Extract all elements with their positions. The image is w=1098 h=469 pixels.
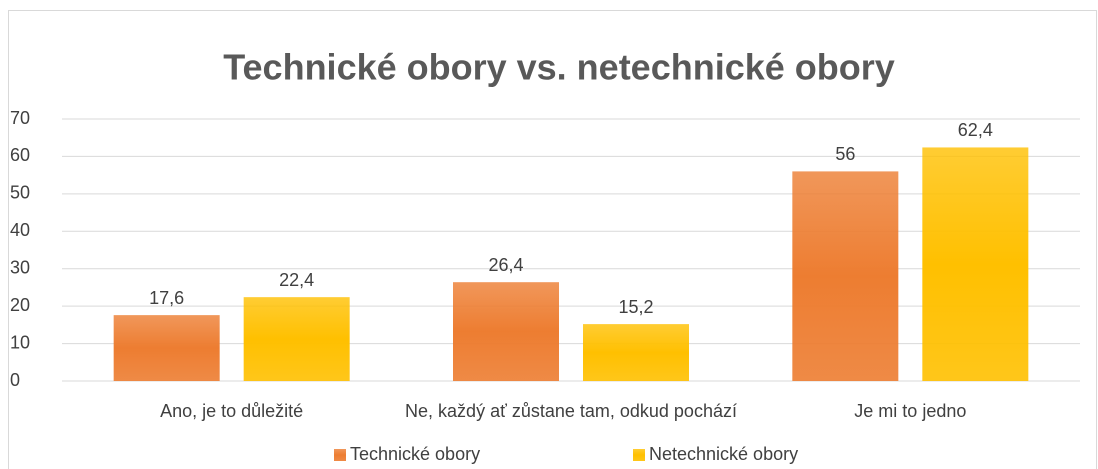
legend-label: Technické obory <box>350 444 480 464</box>
y-tick-label: 70 <box>10 108 30 128</box>
bar <box>113 315 220 381</box>
data-label: 62,4 <box>958 120 993 140</box>
x-tick-label: Ne, každý ať zůstane tam, odkud pochází <box>405 401 737 421</box>
data-label: 17,6 <box>149 288 184 308</box>
data-label: 15,2 <box>618 297 653 317</box>
bar <box>243 297 350 381</box>
y-tick-label: 20 <box>10 295 30 315</box>
data-label: 56 <box>835 144 855 164</box>
y-tick-label: 40 <box>10 220 30 240</box>
bar <box>922 147 1029 381</box>
y-tick-label: 60 <box>10 145 30 165</box>
legend-swatch <box>633 449 645 461</box>
chart-title: Technické obory vs. netechnické obory <box>223 47 895 88</box>
bar <box>453 282 559 381</box>
data-label: 26,4 <box>488 255 523 275</box>
x-tick-label: Ano, je to důležité <box>160 401 304 421</box>
bar <box>583 324 689 381</box>
y-tick-label: 50 <box>10 183 30 203</box>
legend-swatch <box>334 449 346 461</box>
data-label: 22,4 <box>279 270 314 290</box>
chart-border <box>8 10 1097 469</box>
y-tick-label: 30 <box>10 257 30 277</box>
bar <box>792 171 899 381</box>
y-tick-label: 10 <box>10 332 30 352</box>
legend-label: Netechnické obory <box>649 444 798 464</box>
y-tick-label: 0 <box>10 370 20 390</box>
x-tick-label: Je mi to jedno <box>854 401 967 421</box>
